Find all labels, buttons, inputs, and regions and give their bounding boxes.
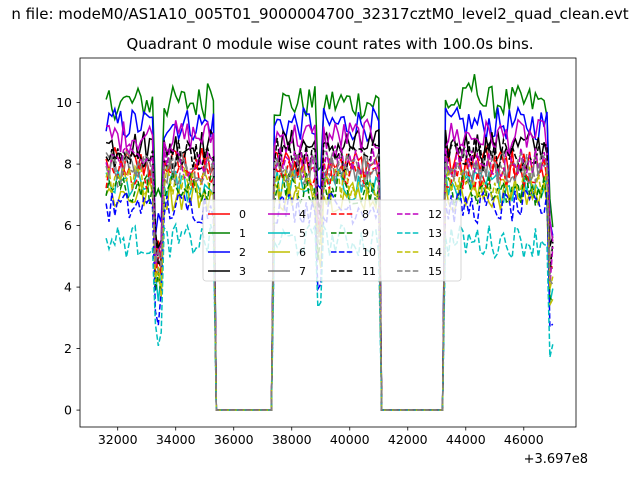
x-tick-label: 38000 — [272, 432, 312, 447]
series-line-4 — [105, 118, 554, 411]
x-tick-label: 36000 — [214, 432, 254, 447]
x-tick-label: 46000 — [504, 432, 544, 447]
y-tick-label: 8 — [64, 157, 72, 172]
series-line-12 — [105, 142, 554, 411]
y-tick-label: 6 — [64, 218, 72, 233]
legend-label-10: 10 — [362, 246, 376, 259]
figure-suptitle: n file: modeM0/AS1A10_005T01_9000004700_… — [11, 5, 629, 23]
legend-label-14: 14 — [428, 246, 442, 259]
axes-frame — [79, 57, 577, 428]
series-line-9 — [105, 170, 554, 411]
legend-box — [202, 199, 462, 282]
series-line-1 — [105, 74, 554, 411]
y-tick-label: 2 — [64, 341, 72, 356]
series-line-14 — [105, 164, 554, 411]
legend-label-1: 1 — [239, 227, 246, 240]
y-tick-label: 0 — [64, 403, 72, 418]
series-line-2 — [105, 105, 554, 411]
legend-label-2: 2 — [239, 246, 246, 259]
legend-label-6: 6 — [299, 246, 306, 259]
legend-label-3: 3 — [239, 265, 246, 278]
y-tick-label: 10 — [56, 95, 72, 110]
legend-label-13: 13 — [428, 227, 442, 240]
x-offset-label: +3.697e8 — [523, 452, 588, 467]
legend-label-5: 5 — [299, 227, 306, 240]
x-tick-label: 32000 — [98, 432, 138, 447]
series-line-11 — [105, 136, 554, 411]
legend-label-0: 0 — [239, 208, 246, 221]
legend-label-7: 7 — [299, 265, 306, 278]
chart-title: Quadrant 0 module wise count rates with … — [126, 35, 534, 53]
x-tick-label: 42000 — [388, 432, 428, 447]
legend-label-11: 11 — [362, 265, 376, 278]
legend-label-9: 9 — [362, 227, 369, 240]
x-tick-label: 40000 — [330, 432, 370, 447]
legend-label-15: 15 — [428, 265, 442, 278]
y-tick-label: 4 — [64, 280, 72, 295]
series-line-15 — [105, 151, 554, 411]
x-tick-label: 44000 — [446, 432, 486, 447]
legend-label-8: 8 — [362, 208, 369, 221]
series-line-10 — [105, 188, 554, 411]
series-line-13 — [105, 222, 554, 411]
x-tick-label: 34000 — [156, 432, 196, 447]
legend-label-4: 4 — [299, 208, 306, 221]
legend-label-12: 12 — [428, 208, 442, 221]
